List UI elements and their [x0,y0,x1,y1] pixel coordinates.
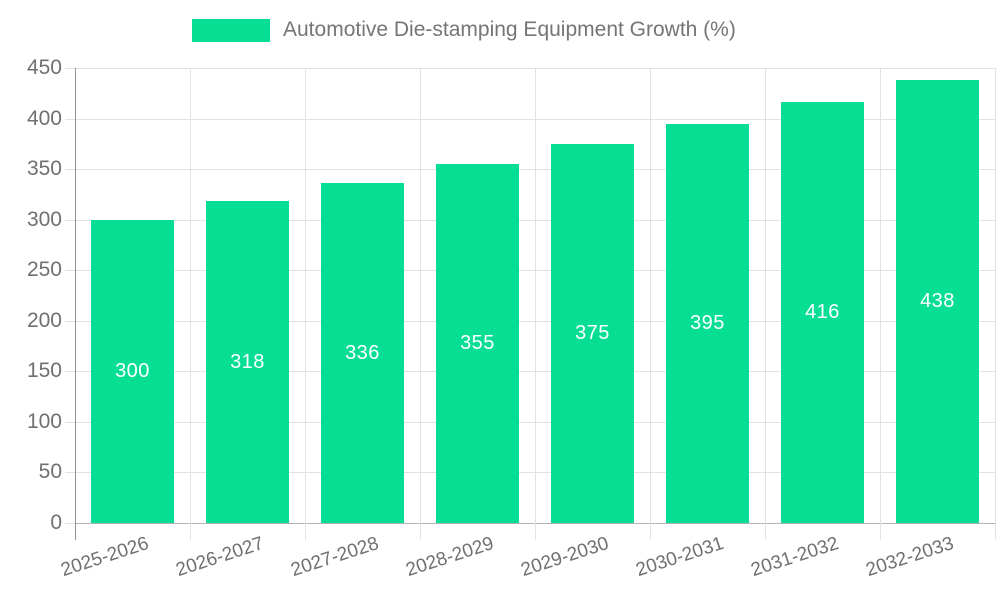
bar-value-label: 416 [805,301,840,324]
bar-2026-2027: 318 [206,201,289,523]
y-axis-label: 0 [50,511,62,534]
bar-value-label: 318 [230,350,265,373]
x-axis-label: 2026-2027 [173,533,266,582]
y-axis-label: 250 [26,258,62,282]
bar-2025-2026: 300 [91,219,174,523]
vertical-gridline [305,68,306,540]
y-tick-mark [65,421,75,423]
x-axis-label: 2025-2026 [58,533,151,582]
y-tick-mark [65,118,75,120]
legend-swatch [192,18,270,42]
bar-2028-2029: 355 [436,164,519,523]
y-tick-mark [65,320,75,322]
bar-value-label: 355 [460,332,495,355]
vertical-gridline [880,68,881,540]
y-axis-label: 350 [26,157,62,181]
y-axis-label: 200 [26,308,62,332]
legend-label: Automotive Die-stamping Equipment Growth… [283,18,736,41]
y-axis-line [75,68,76,540]
y-tick-mark [65,371,75,373]
vertical-gridline [420,68,421,540]
bar-value-label: 300 [115,359,150,382]
bar-2030-2031: 395 [666,123,749,523]
bar-2032-2033: 438 [896,80,979,523]
y-axis-label: 150 [26,359,62,383]
vertical-gridline [765,68,766,540]
x-axis-label: 2029-2030 [518,533,611,582]
vertical-gridline [190,68,191,540]
x-axis-label: 2030-2031 [633,533,726,582]
vertical-gridline [650,68,651,540]
y-axis-label: 100 [26,409,62,433]
y-axis-label: 450 [26,56,62,79]
y-tick-mark [65,169,75,171]
legend: Automotive Die-stamping Equipment Growth… [192,18,736,42]
y-tick-mark [65,523,75,524]
bar-2031-2032: 416 [781,102,864,523]
x-axis-label: 2027-2028 [288,533,381,582]
bar-value-label: 438 [920,290,955,313]
bar-2029-2030: 375 [551,143,634,523]
x-axis-label: 2028-2029 [403,533,496,582]
y-axis-label: 300 [26,207,62,231]
bar-value-label: 395 [690,311,725,334]
y-axis-label: 50 [38,460,62,484]
y-axis-label: 400 [26,106,62,130]
vertical-gridline [535,68,536,540]
x-axis-label: 2032-2033 [863,533,956,582]
x-axis-label: 2031-2032 [748,533,841,582]
bar-value-label: 336 [345,341,380,364]
y-tick-mark [65,270,75,272]
bar-2027-2028: 336 [321,183,404,523]
y-tick-mark [65,219,75,221]
vertical-gridline [995,68,996,540]
y-tick-mark [65,68,75,69]
bar-value-label: 375 [575,321,610,344]
y-tick-mark [65,472,75,474]
